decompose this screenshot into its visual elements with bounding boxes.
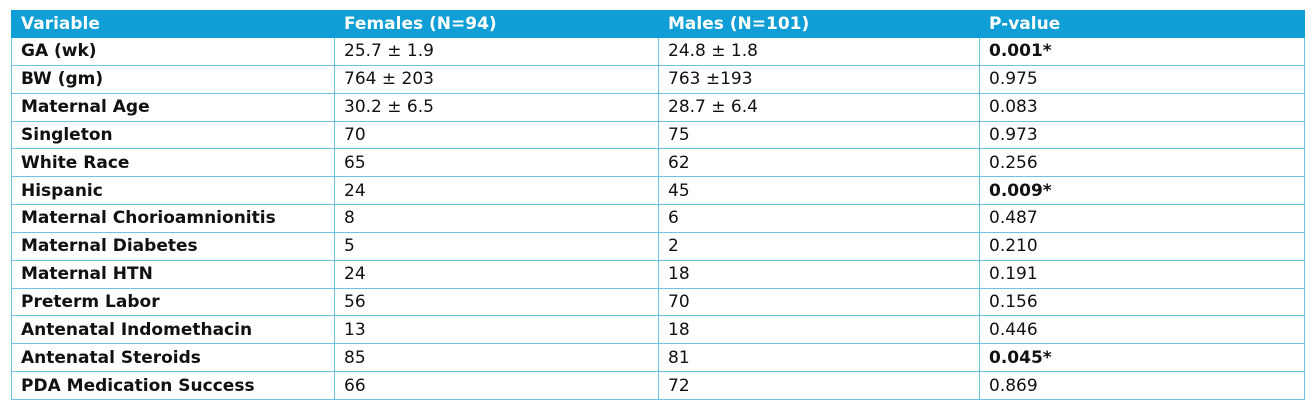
cell-females: 30.2 ± 6.5 — [334, 92, 659, 122]
comparison-table-container: Variable Females (N=94) Males (N=101) P-… — [11, 10, 1305, 400]
cell-p-value: 0.975 — [979, 64, 1305, 94]
cell-males: 75 — [658, 120, 980, 150]
cell-variable: PDA Medication Success — [11, 371, 335, 400]
cell-females: 5 — [334, 231, 659, 261]
cell-variable: Antenatal Indomethacin — [11, 315, 335, 345]
table-row: GA (wk) 25.7 ± 1.9 24.8 ± 1.8 0.001* — [11, 37, 1305, 66]
cell-males: 45 — [658, 176, 980, 206]
table-row: Antenatal Steroids 85 81 0.045* — [11, 343, 1305, 373]
table-row: Preterm Labor 56 70 0.156 — [11, 287, 1305, 317]
cell-variable: Preterm Labor — [11, 287, 335, 317]
cell-females: 24 — [334, 259, 659, 289]
table-header: Variable Females (N=94) Males (N=101) P-… — [11, 10, 1305, 38]
header-row: Variable Females (N=94) Males (N=101) P-… — [11, 10, 1305, 38]
header-males: Males (N=101) — [658, 10, 980, 38]
cell-p-value: 0.156 — [979, 287, 1305, 317]
cell-p-value: 0.191 — [979, 259, 1305, 289]
cell-p-value: 0.973 — [979, 120, 1305, 150]
cell-variable: Hispanic — [11, 176, 335, 206]
cell-p-value: 0.001* — [979, 37, 1305, 66]
table-row: Maternal HTN 24 18 0.191 — [11, 259, 1305, 289]
cell-females: 66 — [334, 371, 659, 400]
cell-females: 25.7 ± 1.9 — [334, 37, 659, 66]
table-row: Hispanic 24 45 0.009* — [11, 176, 1305, 206]
cell-males: 18 — [658, 315, 980, 345]
cell-males: 70 — [658, 287, 980, 317]
cell-variable: Maternal Chorioamnionitis — [11, 204, 335, 233]
cell-males: 28.7 ± 6.4 — [658, 92, 980, 122]
cell-p-value: 0.869 — [979, 371, 1305, 400]
cell-females: 764 ± 203 — [334, 64, 659, 94]
cell-p-value: 0.210 — [979, 231, 1305, 261]
cell-variable: BW (gm) — [11, 64, 335, 94]
cell-p-value: 0.446 — [979, 315, 1305, 345]
cell-males: 81 — [658, 343, 980, 373]
cell-males: 2 — [658, 231, 980, 261]
cell-variable: Antenatal Steroids — [11, 343, 335, 373]
table-row: PDA Medication Success 66 72 0.869 — [11, 371, 1305, 400]
table-body: GA (wk) 25.7 ± 1.9 24.8 ± 1.8 0.001* BW (gm)… — [11, 37, 1305, 400]
cell-males: 6 — [658, 204, 980, 233]
table-row: Singleton 70 75 0.973 — [11, 120, 1305, 150]
cell-males: 18 — [658, 259, 980, 289]
table-row: Antenatal Indomethacin 13 18 0.446 — [11, 315, 1305, 345]
cell-p-value: 0.009* — [979, 176, 1305, 206]
table-row: Maternal Diabetes 5 2 0.210 — [11, 231, 1305, 261]
cell-females: 24 — [334, 176, 659, 206]
cell-p-value: 0.083 — [979, 92, 1305, 122]
cell-females: 56 — [334, 287, 659, 317]
cell-males: 24.8 ± 1.8 — [658, 37, 980, 66]
cell-males: 62 — [658, 148, 980, 178]
cell-males: 763 ±193 — [658, 64, 980, 94]
cell-variable: Maternal HTN — [11, 259, 335, 289]
cell-variable: Maternal Diabetes — [11, 231, 335, 261]
cell-males: 72 — [658, 371, 980, 400]
header-females: Females (N=94) — [334, 10, 659, 38]
cell-females: 13 — [334, 315, 659, 345]
cell-variable: White Race — [11, 148, 335, 178]
header-variable: Variable — [11, 10, 335, 38]
cell-variable: GA (wk) — [11, 37, 335, 66]
cell-females: 65 — [334, 148, 659, 178]
cell-females: 70 — [334, 120, 659, 150]
table-row: Maternal Age 30.2 ± 6.5 28.7 ± 6.4 0.083 — [11, 92, 1305, 122]
cell-females: 8 — [334, 204, 659, 233]
header-p-value: P-value — [979, 10, 1305, 38]
cell-p-value: 0.256 — [979, 148, 1305, 178]
comparison-table: Variable Females (N=94) Males (N=101) P-… — [11, 10, 1305, 400]
cell-females: 85 — [334, 343, 659, 373]
cell-variable: Singleton — [11, 120, 335, 150]
table-row: White Race 65 62 0.256 — [11, 148, 1305, 178]
cell-p-value: 0.487 — [979, 204, 1305, 233]
cell-p-value: 0.045* — [979, 343, 1305, 373]
table-row: Maternal Chorioamnionitis 8 6 0.487 — [11, 204, 1305, 233]
table-row: BW (gm) 764 ± 203 763 ±193 0.975 — [11, 64, 1305, 94]
cell-variable: Maternal Age — [11, 92, 335, 122]
